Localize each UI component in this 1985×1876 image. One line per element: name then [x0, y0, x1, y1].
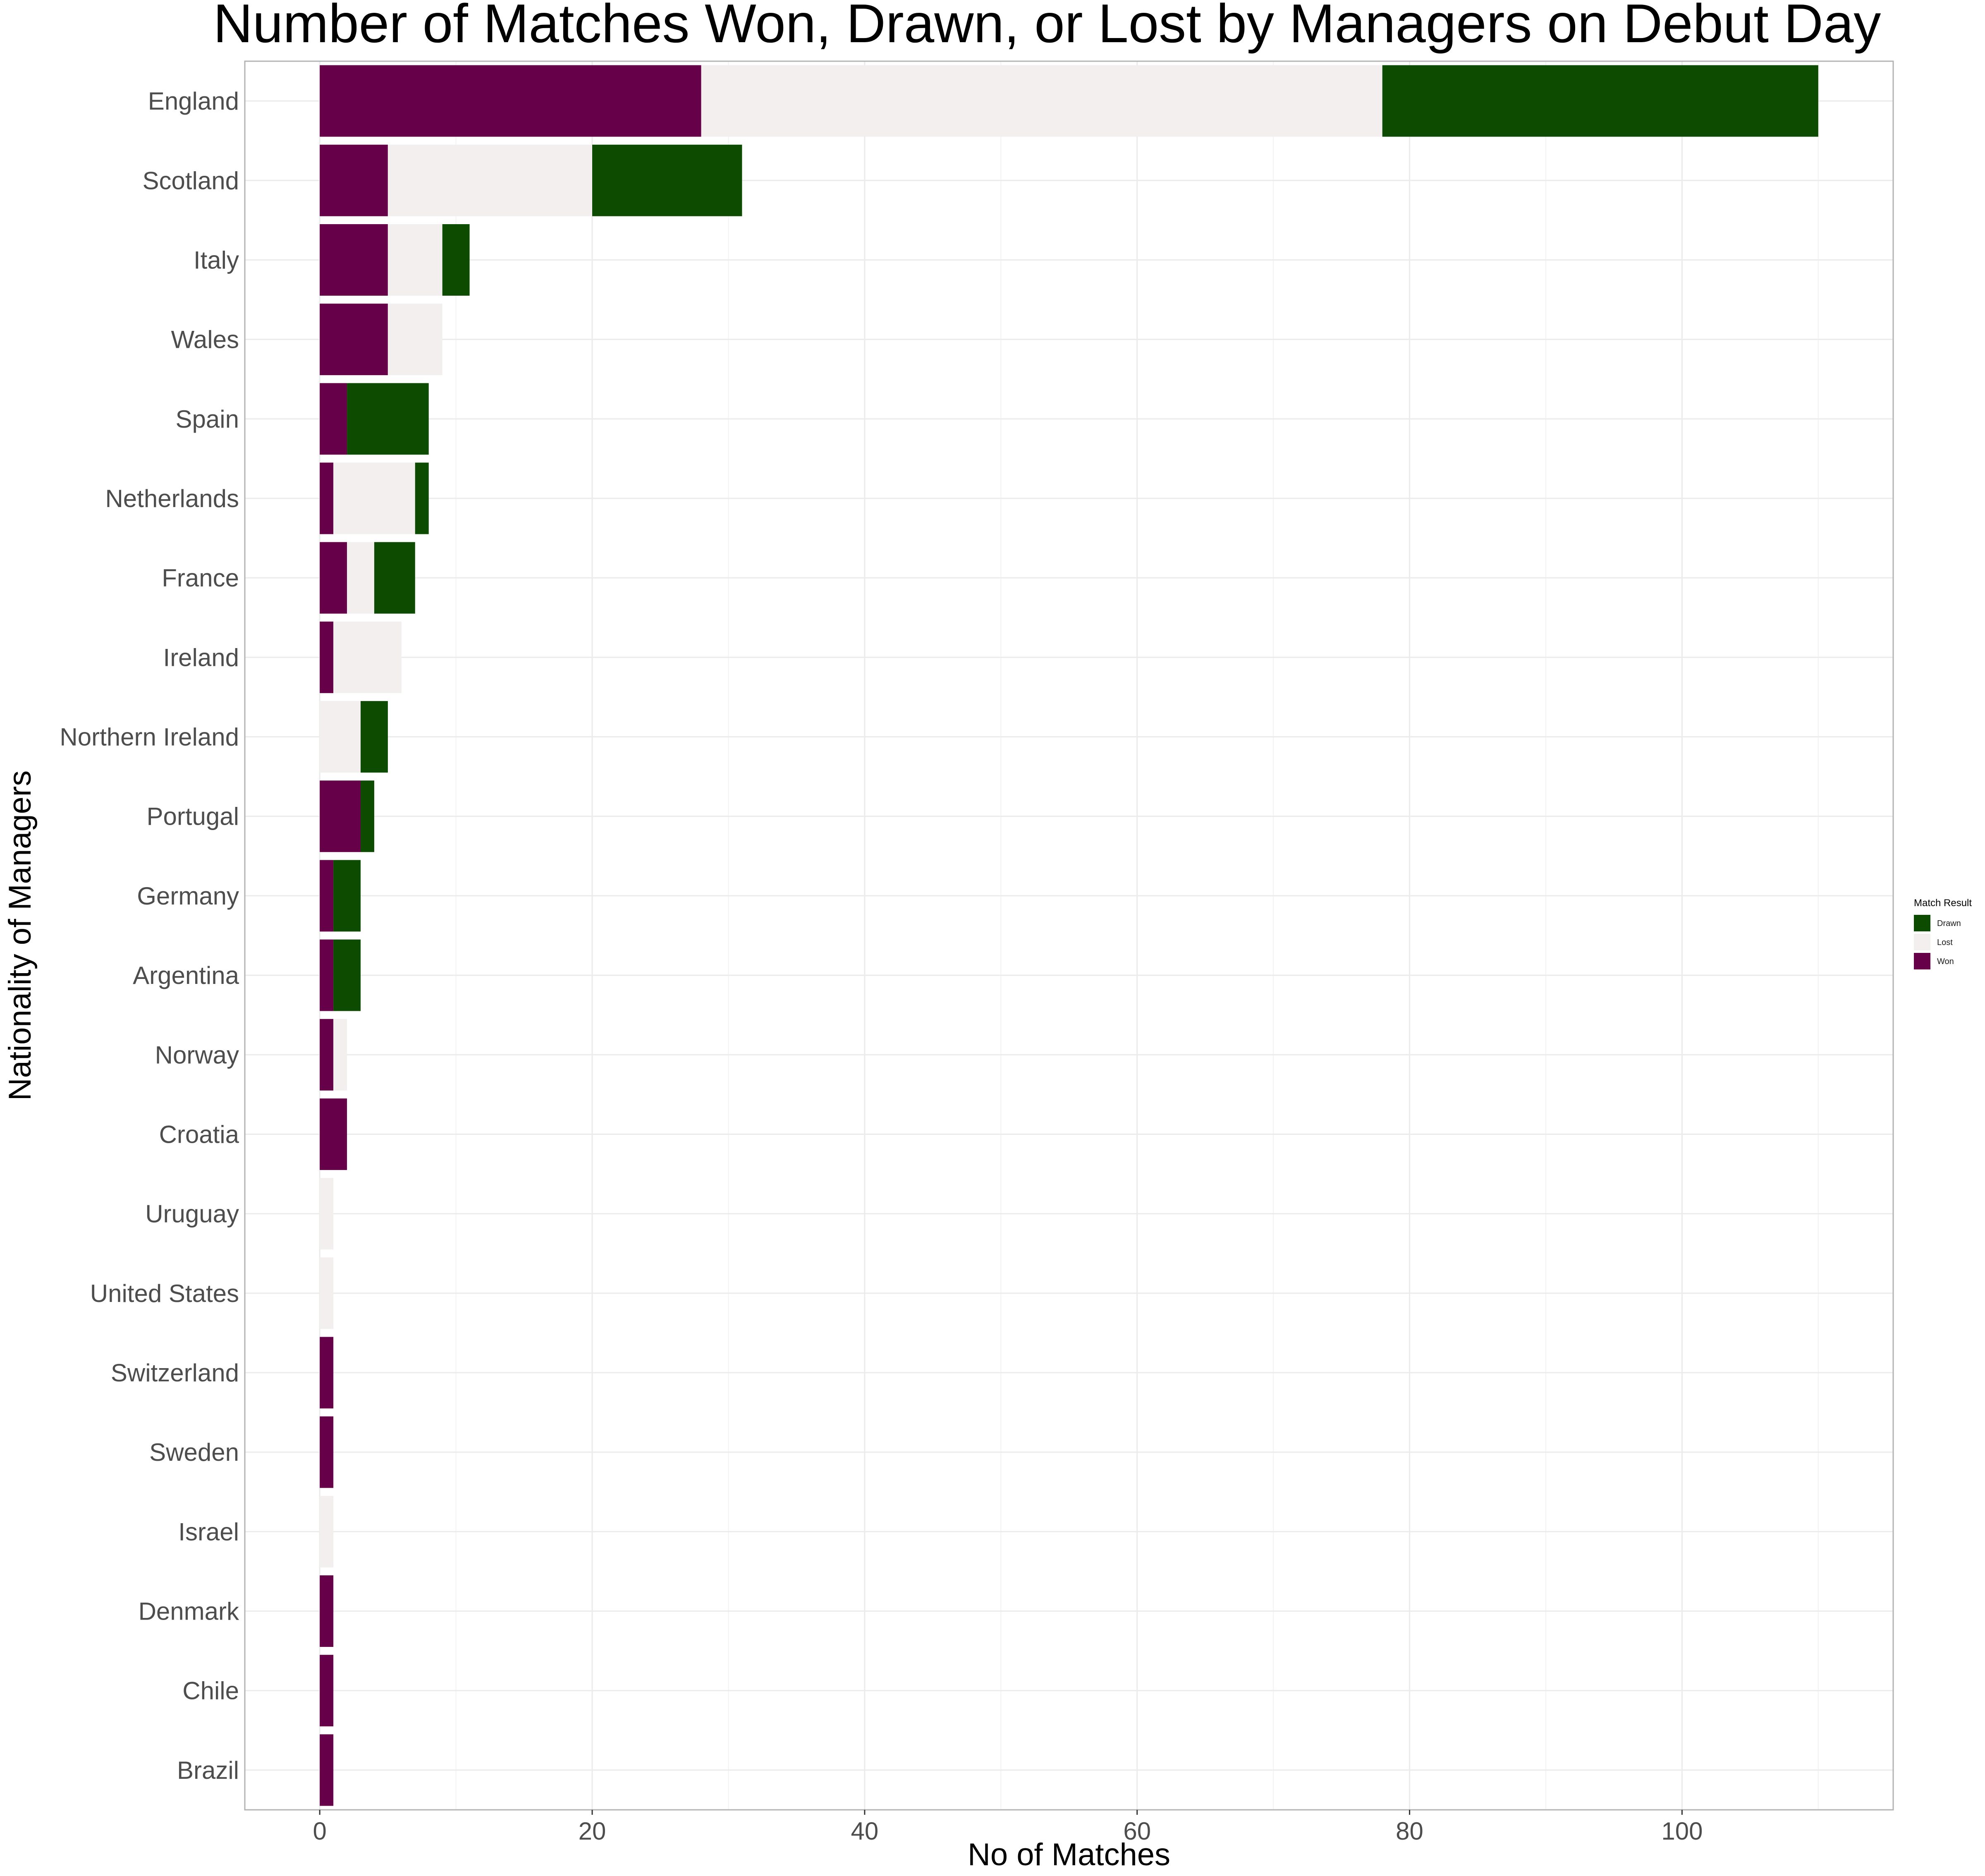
x-tick-label: 40 — [851, 1817, 878, 1845]
bar-lost — [333, 1019, 347, 1091]
legend-label-drawn: Drawn — [1937, 919, 1961, 928]
bar-lost — [387, 304, 442, 376]
legend-key-drawn — [1914, 915, 1930, 931]
bar-lost — [320, 1257, 334, 1329]
bar-drawn — [361, 780, 374, 852]
x-tick-label: 0 — [313, 1817, 326, 1845]
bar-won — [320, 1019, 334, 1091]
bar-won — [320, 144, 388, 216]
y-tick-labels: England Scotland Italy Wales Spain Netherland… — [60, 87, 239, 1784]
bar-won — [320, 383, 347, 455]
x-axis-title: No of Matches — [968, 1837, 1170, 1872]
plot-border — [244, 60, 1894, 1811]
bar-drawn — [442, 224, 470, 296]
bar-won — [320, 462, 334, 534]
y-tick-label: United States — [90, 1280, 239, 1307]
x-tick-label: 60 — [1123, 1817, 1151, 1845]
legend-key-won — [1914, 953, 1930, 969]
y-tick-label: Spain — [176, 405, 239, 433]
legend-label-won: Won — [1937, 957, 1954, 966]
y-tick-label: Brazil — [177, 1756, 239, 1784]
y-tick-label: Argentina — [133, 962, 239, 989]
y-tick-label: Portugal — [147, 803, 239, 830]
bar-won — [320, 860, 334, 932]
y-tick-label: Sweden — [149, 1438, 239, 1466]
bar-drawn — [415, 462, 429, 534]
y-tick-label: Chile — [182, 1677, 239, 1705]
bar-won — [320, 224, 388, 296]
legend: Match Result Drawn Lost Won — [1914, 897, 1972, 969]
y-tick-label: Ireland — [163, 644, 239, 671]
y-tick-label: Croatia — [159, 1120, 239, 1148]
y-tick-label: Israel — [178, 1518, 239, 1546]
bar-won — [320, 1416, 334, 1488]
y-tick-label: Italy — [194, 246, 239, 274]
x-tick-label: 100 — [1661, 1817, 1703, 1845]
y-tick-label: Uruguay — [145, 1200, 239, 1228]
legend-title: Match Result — [1914, 897, 1972, 909]
bar-won — [320, 939, 334, 1011]
bar-won — [320, 1734, 334, 1806]
bar-drawn — [333, 860, 361, 932]
bar-won — [320, 1337, 334, 1409]
bar-lost — [320, 1178, 334, 1250]
bars — [320, 65, 1818, 1806]
x-tick-label: 80 — [1396, 1817, 1423, 1845]
bar-lost — [320, 701, 361, 773]
bar-lost — [320, 1496, 334, 1567]
y-tick-label: Scotland — [143, 167, 239, 194]
bar-won — [320, 1575, 334, 1647]
bar-drawn — [347, 383, 429, 455]
y-tick-label: England — [148, 87, 239, 115]
bar-won — [320, 65, 701, 137]
bar-lost — [387, 144, 593, 216]
bar-lost — [333, 462, 415, 534]
bar-lost — [387, 224, 442, 296]
plot-panel — [245, 61, 1893, 1810]
bar-lost — [347, 542, 374, 614]
y-tick-label: Wales — [171, 326, 239, 354]
x-tick-label: 20 — [579, 1817, 606, 1845]
x-tick-labels: 0 20 40 60 80 100 — [313, 1810, 1703, 1845]
bar-won — [320, 621, 334, 693]
bar-won — [320, 1655, 334, 1727]
bar-won — [320, 304, 388, 376]
bar-won — [320, 780, 361, 852]
bar-lost — [701, 65, 1382, 137]
bar-drawn — [592, 144, 742, 216]
legend-key-lost — [1914, 934, 1930, 950]
legend-label-lost: Lost — [1937, 938, 1953, 947]
y-tick-label: Switzerland — [111, 1359, 239, 1387]
y-tick-label: Northern Ireland — [60, 723, 239, 751]
y-axis-title: Nationality of Managers — [2, 770, 38, 1101]
bar-drawn — [374, 542, 415, 614]
bar-won — [320, 542, 347, 614]
y-tick-label: Germany — [137, 882, 239, 910]
y-tick-label: France — [162, 564, 239, 592]
y-tick-label: Norway — [155, 1041, 239, 1069]
bar-drawn — [1382, 65, 1818, 137]
bar-won — [320, 1098, 347, 1170]
y-tick-label: Denmark — [139, 1598, 239, 1625]
chart-title: Number of Matches Won, Drawn, or Lost by… — [213, 0, 1881, 54]
bar-drawn — [361, 701, 388, 773]
bar-drawn — [333, 939, 361, 1011]
y-tick-label: Netherlands — [105, 485, 239, 512]
legend-items: Drawn Lost Won — [1914, 915, 1961, 969]
bar-lost — [333, 621, 402, 693]
